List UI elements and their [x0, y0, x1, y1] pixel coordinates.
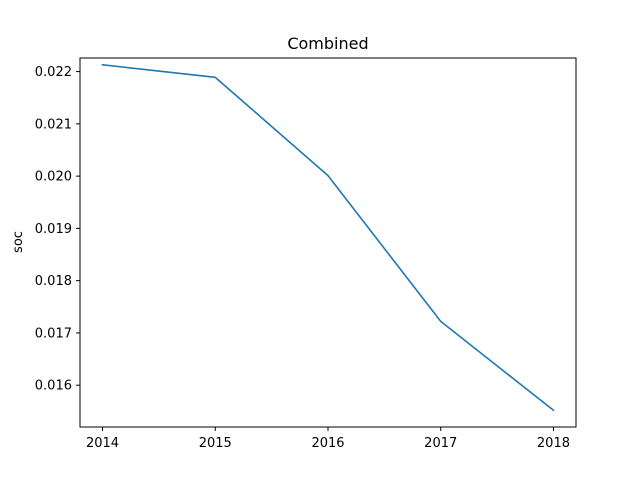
y-tick-label: 0.022 — [35, 65, 72, 80]
y-tick-label: 0.020 — [35, 170, 72, 185]
y-tick-label: 0.016 — [35, 379, 72, 394]
y-tick-label: 0.021 — [35, 117, 72, 132]
x-tick-label: 2018 — [537, 436, 570, 451]
y-tick-label: 0.017 — [35, 326, 72, 341]
y-tick-label: 0.018 — [35, 274, 72, 289]
plot-area: 2014 2015 2016 2017 2018 0.016 0.017 0.018 0.019… — [35, 63, 570, 451]
x-tick-label: 2017 — [424, 436, 457, 451]
y-axis-label: soc — [11, 231, 26, 253]
plot-frame — [79, 57, 577, 428]
chart-title: Combined — [287, 34, 368, 53]
y-tick-label: 0.019 — [35, 222, 72, 237]
x-tick-label: 2016 — [311, 436, 344, 451]
series-line — [101, 63, 555, 412]
x-tick-label: 2015 — [199, 436, 232, 451]
x-tick-label: 2014 — [86, 436, 119, 451]
